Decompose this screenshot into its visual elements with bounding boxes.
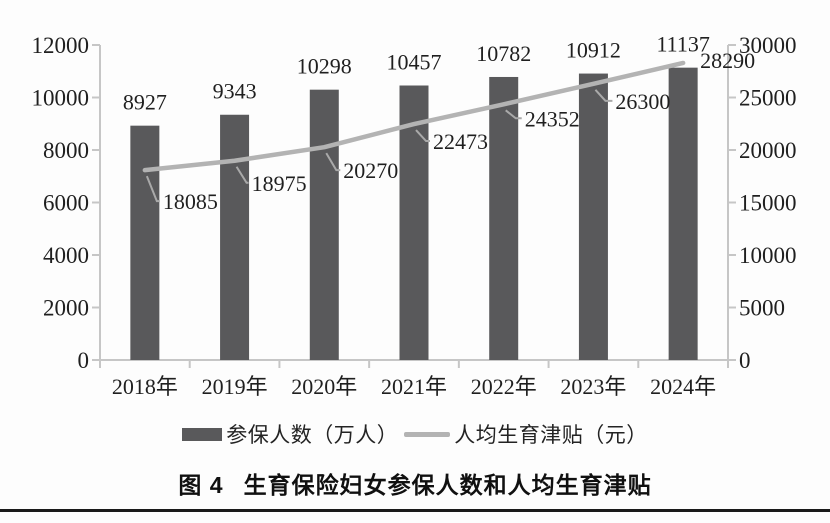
right-axis-tick-label: 30000 xyxy=(739,33,797,58)
bar-value-label: 10912 xyxy=(566,38,621,63)
left-axis-tick-label: 10000 xyxy=(32,86,90,111)
right-axis-tick-label: 0 xyxy=(739,348,751,373)
bar xyxy=(578,73,608,360)
bar-value-label: 10457 xyxy=(387,50,442,75)
left-axis-tick-label: 8000 xyxy=(43,138,89,163)
bar-value-label: 11137 xyxy=(656,32,709,57)
line-value-label: 28290 xyxy=(700,48,755,73)
chart-legend: 参保人数（万人） 人均生育津贴（元） xyxy=(0,419,830,449)
bar xyxy=(399,85,429,360)
right-axis-tick-label: 25000 xyxy=(739,86,797,111)
line-value-label: 22473 xyxy=(433,129,488,154)
legend-item-bar: 参保人数（万人） xyxy=(182,419,398,449)
legend-label-bar: 参保人数（万人） xyxy=(226,423,399,447)
right-axis-tick-label: 15000 xyxy=(739,191,797,216)
x-axis-label: 2021年 xyxy=(381,374,447,399)
line-swatch xyxy=(404,431,451,437)
left-axis-tick-label: 2000 xyxy=(43,296,89,321)
right-axis-tick-label: 10000 xyxy=(739,243,797,268)
line-value-label: 18085 xyxy=(163,189,218,214)
x-axis-label: 2024年 xyxy=(650,374,716,399)
x-axis-label: 2022年 xyxy=(471,374,537,399)
left-axis-tick-label: 0 xyxy=(78,348,90,373)
line-value-label: 24352 xyxy=(525,106,580,131)
label-leader-line xyxy=(594,89,613,102)
x-axis-label: 2023年 xyxy=(560,374,626,399)
x-axis-label: 2020年 xyxy=(291,374,357,399)
bar xyxy=(489,76,519,360)
bar-value-label: 10298 xyxy=(297,54,352,79)
line-value-label: 20270 xyxy=(343,158,398,183)
bar-value-label: 8927 xyxy=(123,90,167,115)
figure-number: 图 4 xyxy=(178,472,224,498)
bar xyxy=(220,114,250,360)
bar xyxy=(668,67,698,360)
label-leader-line xyxy=(325,152,341,172)
figure-caption: 图 4 生育保险妇女参保人数和人均生育津贴 xyxy=(0,466,830,500)
right-axis-tick-label: 20000 xyxy=(739,138,797,163)
label-leader-line xyxy=(145,175,160,203)
bar xyxy=(130,125,160,360)
line-value-label: 26300 xyxy=(615,89,670,114)
label-leader-line xyxy=(235,166,249,184)
label-leader-line xyxy=(505,109,522,120)
left-axis-tick-label: 4000 xyxy=(43,243,89,268)
left-axis-tick-label: 12000 xyxy=(32,33,90,58)
page-rule xyxy=(0,509,830,512)
bar xyxy=(309,89,339,361)
bar-swatch xyxy=(182,427,223,441)
combo-chart: 0 2000 4000 6000 8000 10000 12000 0 5000 10000 150… xyxy=(32,32,797,399)
bar-value-label: 9343 xyxy=(213,79,257,104)
x-axis-label: 2018年 xyxy=(112,374,178,399)
bar-value-label: 10782 xyxy=(476,41,531,66)
left-axis-tick-label: 6000 xyxy=(43,191,89,216)
x-axis-label: 2019年 xyxy=(202,374,268,399)
line-value-label: 18975 xyxy=(252,171,307,196)
label-leader-line xyxy=(415,129,430,143)
right-axis-tick-label: 5000 xyxy=(739,296,785,321)
legend-item-line: 人均生育津贴（元） xyxy=(404,419,648,449)
figure-title: 生育保险妇女参保人数和人均生育津贴 xyxy=(243,472,652,498)
trend-line xyxy=(142,60,686,173)
legend-label-line: 人均生育津贴（元） xyxy=(454,423,648,447)
